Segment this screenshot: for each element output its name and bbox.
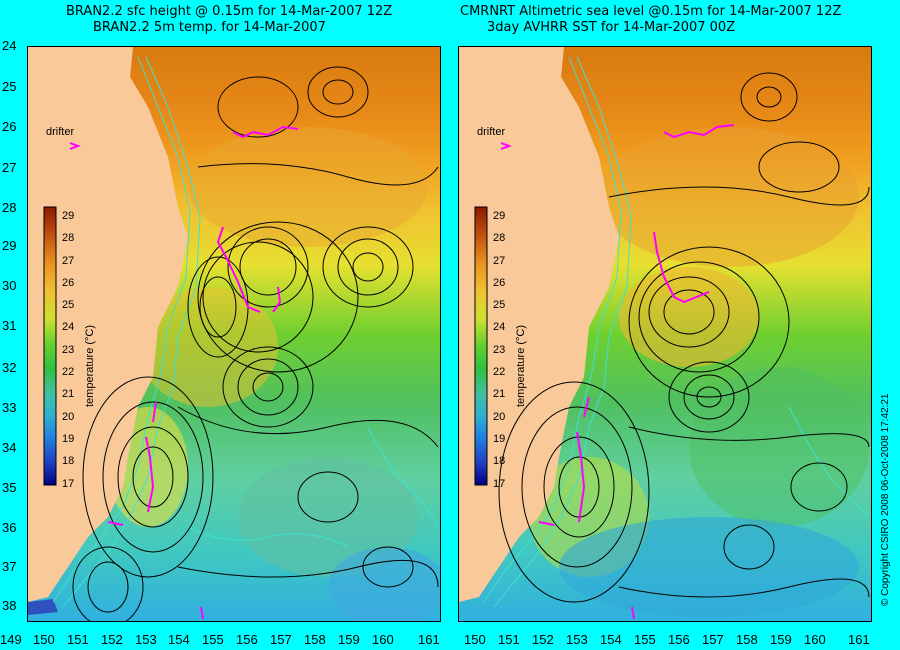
colorbar-tick: 29 bbox=[493, 210, 506, 222]
lon-tick: 149 bbox=[0, 632, 22, 647]
lon-tick: 157 bbox=[702, 632, 724, 647]
lon-tick: 150 bbox=[464, 632, 486, 647]
right-colorbar-ticks: 29 28 27 26 25 24 23 22 21 20 19 18 17 bbox=[493, 205, 505, 495]
colorbar-tick: 19 bbox=[493, 432, 506, 445]
left-map: drifter bbox=[28, 47, 440, 621]
left-colorbar-label: temperature (°C) bbox=[84, 324, 96, 407]
colorbar-tick: 24 bbox=[62, 321, 75, 334]
lat-tick: 32 bbox=[2, 360, 17, 375]
lon-tick: 154 bbox=[600, 632, 622, 647]
lon-tick: 159 bbox=[770, 632, 792, 647]
drifter-label: drifter bbox=[477, 126, 505, 138]
lat-tick: 33 bbox=[2, 400, 17, 415]
lon-tick: 158 bbox=[736, 632, 758, 647]
lon-tick: 155 bbox=[202, 632, 224, 647]
land-australia bbox=[459, 47, 619, 602]
colorbar-tick: 17 bbox=[62, 477, 75, 490]
drifter-legend-icon bbox=[69, 142, 81, 150]
colorbar-tick: 28 bbox=[62, 232, 75, 245]
right-map-panel: drifter 29 28 27 26 25 24 23 22 21 20 19… bbox=[458, 46, 872, 622]
lon-tick: 151 bbox=[67, 632, 89, 647]
lat-tick: 35 bbox=[2, 480, 17, 495]
left-title-line1: BRAN2.2 sfc height @ 0.15m for 14-Mar-20… bbox=[66, 4, 393, 19]
colorbar-tick: 25 bbox=[62, 299, 75, 312]
lon-tick: 152 bbox=[101, 632, 123, 647]
lon-tick: 153 bbox=[135, 632, 157, 647]
colorbar-tick: 23 bbox=[493, 343, 506, 356]
lon-tick: 158 bbox=[304, 632, 326, 647]
drifter-tracks bbox=[538, 124, 735, 620]
lat-tick: 30 bbox=[2, 278, 17, 293]
colorbar-tick: 27 bbox=[62, 254, 75, 267]
lon-tick: 157 bbox=[270, 632, 292, 647]
right-colorbar-label: temperature (°C) bbox=[515, 324, 527, 407]
colorbar-tick: 22 bbox=[62, 366, 75, 379]
colorbar-tick: 20 bbox=[493, 410, 506, 423]
colorbar-tick: 23 bbox=[62, 343, 75, 356]
right-title-line1: CMRNRT Altimetric sea level @0.15m for 1… bbox=[460, 4, 842, 19]
lon-tick: 160 bbox=[804, 632, 826, 647]
colorbar-tick: 20 bbox=[62, 410, 75, 423]
left-map-panel: drifter 29 28 27 26 25 24 23 22 21 20 19… bbox=[27, 46, 441, 622]
colorbar-tick: 22 bbox=[493, 366, 506, 379]
lon-tick: 153 bbox=[566, 632, 588, 647]
colorbar-tick: 27 bbox=[493, 254, 506, 267]
lat-tick: 28 bbox=[2, 200, 17, 215]
copyright-text: © Copyright CSIRO 2008 06-Oct-2008 17:42… bbox=[880, 393, 891, 607]
lon-tick: 156 bbox=[668, 632, 690, 647]
land-australia bbox=[28, 47, 188, 602]
sea-level-contours bbox=[498, 72, 870, 603]
colorbar-tick: 21 bbox=[62, 388, 75, 401]
left-title-line2: BRAN2.2 5m temp. for 14-Mar-2007 bbox=[93, 20, 326, 35]
lat-tick: 27 bbox=[2, 160, 17, 175]
colorbar-tick: 26 bbox=[62, 276, 75, 289]
lat-tick: 36 bbox=[2, 520, 17, 535]
lat-tick: 25 bbox=[2, 79, 17, 94]
left-colorbar-ticks: 29 28 27 26 25 24 23 22 21 20 19 18 17 bbox=[62, 205, 74, 495]
lat-tick: 26 bbox=[2, 119, 17, 134]
colorbar-tick: 24 bbox=[493, 321, 506, 334]
colorbar-tick: 25 bbox=[493, 299, 506, 312]
lon-tick: 154 bbox=[168, 632, 190, 647]
lon-tick: 156 bbox=[236, 632, 258, 647]
lon-tick: 155 bbox=[634, 632, 656, 647]
lon-tick: 152 bbox=[532, 632, 554, 647]
drifter-label: drifter bbox=[46, 126, 74, 138]
right-title-line2: 3day AVHRR SST for 14-Mar-2007 00Z bbox=[487, 20, 736, 35]
colorbar-tick: 17 bbox=[493, 477, 506, 490]
lat-tick: 37 bbox=[2, 559, 17, 574]
colorbar-tick: 18 bbox=[493, 455, 506, 468]
colorbar-tick: 18 bbox=[62, 455, 75, 468]
lon-tick: 159 bbox=[338, 632, 360, 647]
colorbar-tick: 26 bbox=[493, 276, 506, 289]
lat-tick: 38 bbox=[2, 598, 17, 613]
lat-tick: 34 bbox=[2, 440, 17, 455]
lon-tick: 160 bbox=[372, 632, 394, 647]
lon-tick: 150 bbox=[33, 632, 55, 647]
right-map: drifter bbox=[459, 47, 871, 621]
right-colorbar bbox=[474, 206, 488, 486]
lat-tick: 29 bbox=[2, 238, 17, 253]
colorbar-tick: 21 bbox=[493, 388, 506, 401]
colorbar-tick: 29 bbox=[62, 210, 75, 222]
drifter-legend-icon bbox=[500, 142, 512, 150]
lon-tick: 161 bbox=[418, 632, 440, 647]
colorbar-tick: 19 bbox=[62, 432, 75, 445]
lat-tick: 24 bbox=[2, 38, 17, 53]
left-colorbar bbox=[43, 206, 57, 486]
lon-tick: 161 bbox=[848, 632, 870, 647]
lat-tick: 31 bbox=[2, 318, 17, 333]
colorbar-tick: 28 bbox=[493, 232, 506, 245]
drifter-tracks bbox=[107, 125, 299, 620]
lon-tick: 151 bbox=[498, 632, 520, 647]
